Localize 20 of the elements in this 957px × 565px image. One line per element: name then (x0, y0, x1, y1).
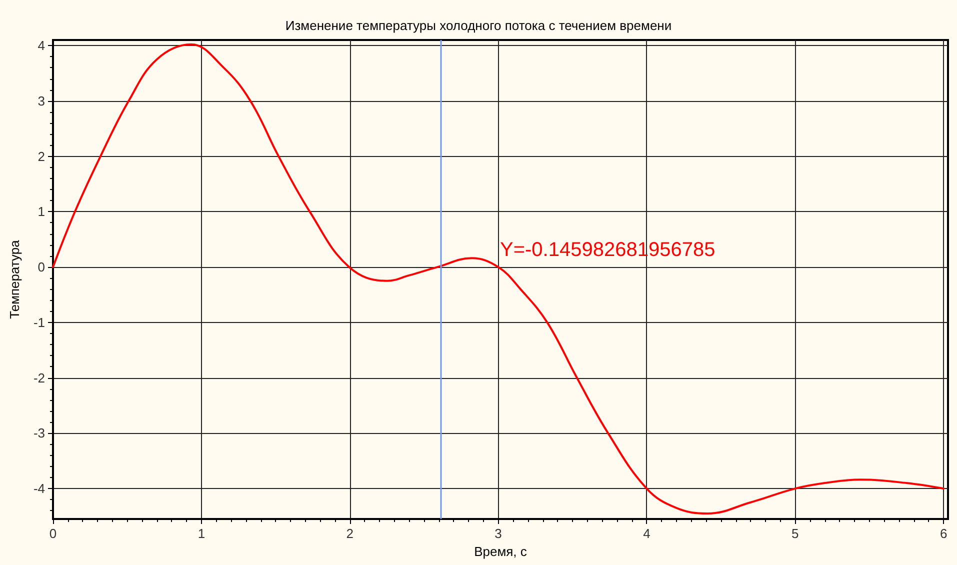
y-tick-label: 4 (38, 38, 45, 54)
y-tick-label: 3 (38, 93, 45, 108)
y-tick-label: 2 (38, 148, 45, 164)
x-tick-label: 5 (792, 526, 799, 541)
x-tick-label: 4 (643, 526, 650, 541)
x-tick-label: 3 (494, 526, 502, 541)
x-tick-label: 2 (346, 526, 354, 541)
y-axis-title: Температура (7, 239, 22, 319)
chart-title: Изменение температуры холодного потока с течением времени (285, 18, 672, 33)
y-tick-label: 0 (38, 260, 45, 275)
x-tick-label: 1 (198, 526, 206, 541)
line-series (52, 43, 945, 514)
x-tick-label: 0 (49, 526, 57, 541)
y-tick-label: -3 (33, 426, 45, 441)
y-tick-label: 1 (38, 204, 45, 220)
x-tick-label: 6 (940, 526, 948, 541)
x-axis-title: Время, с (474, 544, 528, 559)
y-tick-label: -2 (33, 370, 45, 386)
y-tick-label: -1 (33, 314, 45, 330)
y-tick-label: -4 (33, 481, 45, 496)
